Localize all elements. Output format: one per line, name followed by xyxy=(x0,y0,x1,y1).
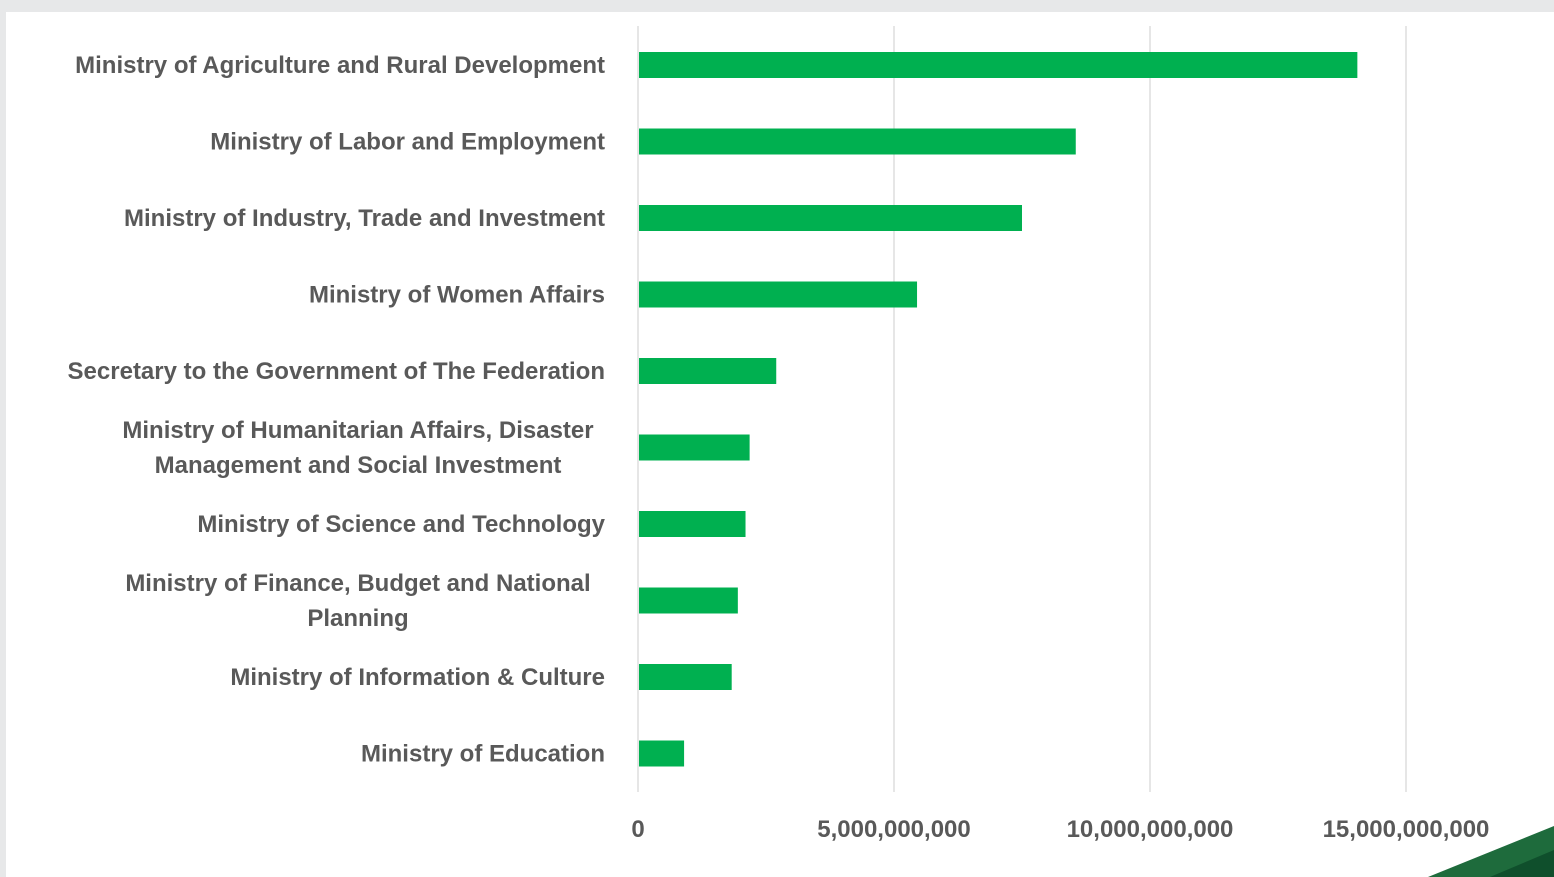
bar xyxy=(639,281,918,308)
bar xyxy=(639,587,738,614)
x-tick-label: 0 xyxy=(631,816,644,843)
category-label-line: Ministry of Women Affairs xyxy=(309,282,605,309)
category-label-line: Secretary to the Government of The Feder… xyxy=(68,358,605,385)
corner-accent-shape-dark xyxy=(1490,850,1554,877)
bars xyxy=(639,52,1358,767)
category-label-line: Ministry of Agriculture and Rural Develo… xyxy=(75,52,605,79)
category-label: Ministry of Labor and Employment xyxy=(210,129,605,156)
category-label-line: Ministry of Industry, Trade and Investme… xyxy=(124,205,605,232)
category-label-line: Ministry of Finance, Budget and National xyxy=(125,570,590,597)
category-label: Ministry of Agriculture and Rural Develo… xyxy=(75,52,605,79)
category-label: Secretary to the Government of The Feder… xyxy=(68,358,605,385)
category-label-line: Ministry of Humanitarian Affairs, Disast… xyxy=(122,417,593,444)
x-tick-label: 5,000,000,000 xyxy=(817,816,970,843)
category-label: Ministry of Humanitarian Affairs, Disast… xyxy=(122,417,593,479)
category-labels: Ministry of Agriculture and Rural Develo… xyxy=(68,52,606,768)
bar xyxy=(639,740,685,767)
category-label: Ministry of Finance, Budget and National… xyxy=(125,570,590,632)
category-label: Ministry of Women Affairs xyxy=(309,282,605,309)
category-label-line: Ministry of Education xyxy=(361,741,605,768)
x-tick-label: 10,000,000,000 xyxy=(1067,816,1234,843)
category-label-line: Ministry of Information & Culture xyxy=(230,664,605,691)
category-label-line: Ministry of Science and Technology xyxy=(197,511,605,538)
x-tick-label: 15,000,000,000 xyxy=(1323,816,1490,843)
bar xyxy=(639,205,1022,231)
bar xyxy=(639,434,750,461)
category-label-line: Management and Social Investment xyxy=(155,452,562,479)
corner-accent xyxy=(1428,826,1554,877)
category-label: Ministry of Education xyxy=(361,741,605,768)
bar xyxy=(639,52,1358,78)
slide-background xyxy=(6,12,1554,877)
category-label-line: Planning xyxy=(307,605,408,632)
category-label: Ministry of Information & Culture xyxy=(230,664,605,691)
bar xyxy=(639,664,732,690)
category-label: Ministry of Industry, Trade and Investme… xyxy=(124,205,605,232)
category-label-line: Ministry of Labor and Employment xyxy=(210,129,605,156)
x-tick-labels: 0 5,000,000,000 10,000,000,000 15,000,000,0… xyxy=(631,816,1489,843)
bar xyxy=(639,128,1076,155)
bar xyxy=(639,358,777,384)
bar xyxy=(639,511,746,537)
category-label: Ministry of Science and Technology xyxy=(197,511,605,538)
